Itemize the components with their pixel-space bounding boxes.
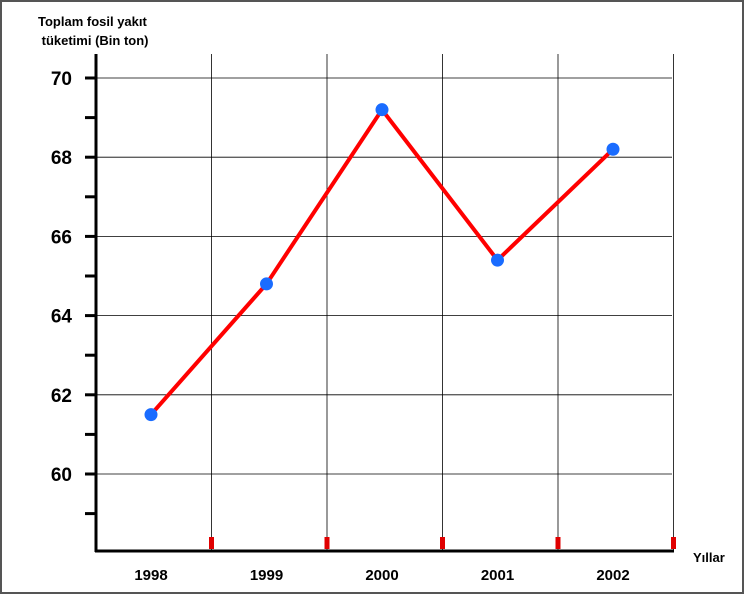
x-tick-label-1998: 1998 xyxy=(134,567,167,584)
data-point-2001 xyxy=(491,253,504,267)
data-point-1999 xyxy=(260,277,273,291)
x-tick-label-2001: 2001 xyxy=(481,567,514,584)
x-axis-label: Yıllar xyxy=(693,550,725,565)
x-boundary-tick-5 xyxy=(671,537,676,549)
data-point-2002 xyxy=(606,142,620,156)
x-tick-label-2002: 2002 xyxy=(596,567,629,584)
data-point-2000 xyxy=(375,103,389,117)
axes xyxy=(85,54,676,553)
series-line-0 xyxy=(149,107,615,416)
tick-labels: 60 62 64 66 68 70 1998 1999 2000 2001 2002 xyxy=(51,69,630,584)
x-boundary-tick-2 xyxy=(324,537,330,549)
x-boundary-tick-4 xyxy=(555,537,561,549)
y-tick-label-60: 60 xyxy=(51,465,72,486)
y-tick-label-68: 68 xyxy=(51,148,72,169)
series-line-layer xyxy=(149,107,615,416)
y-tick-label-64: 64 xyxy=(51,307,73,328)
data-points xyxy=(144,103,620,422)
y-axis-label-line2: tüketimi (Bin ton) xyxy=(41,33,149,48)
y-axis-label: Toplam fosil yakıt tüketimi (Bin ton) xyxy=(38,12,149,50)
y-tick-label-70: 70 xyxy=(51,69,72,90)
data-point-1998 xyxy=(144,408,158,422)
y-axis-label-line1: Toplam fosil yakıt xyxy=(38,14,147,29)
grid-lines xyxy=(96,54,674,551)
x-tick-label-1999: 1999 xyxy=(250,567,283,584)
x-boundary-tick-1 xyxy=(209,537,214,549)
y-tick-label-62: 62 xyxy=(51,386,72,407)
x-tick-label-2000: 2000 xyxy=(365,567,398,584)
x-boundary-tick-3 xyxy=(440,537,445,549)
y-tick-label-66: 66 xyxy=(51,227,72,248)
